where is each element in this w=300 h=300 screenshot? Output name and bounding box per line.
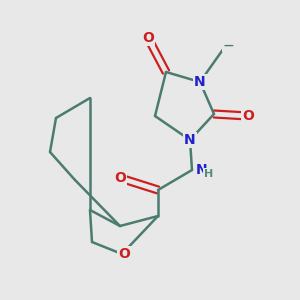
Text: O: O [118,247,130,261]
Text: O: O [142,31,154,45]
Text: N: N [194,75,206,89]
Text: N: N [184,133,196,147]
Text: —: — [223,41,233,51]
Text: H: H [204,169,213,179]
Text: N: N [196,163,208,177]
Text: O: O [242,109,254,123]
Text: O: O [114,171,126,185]
